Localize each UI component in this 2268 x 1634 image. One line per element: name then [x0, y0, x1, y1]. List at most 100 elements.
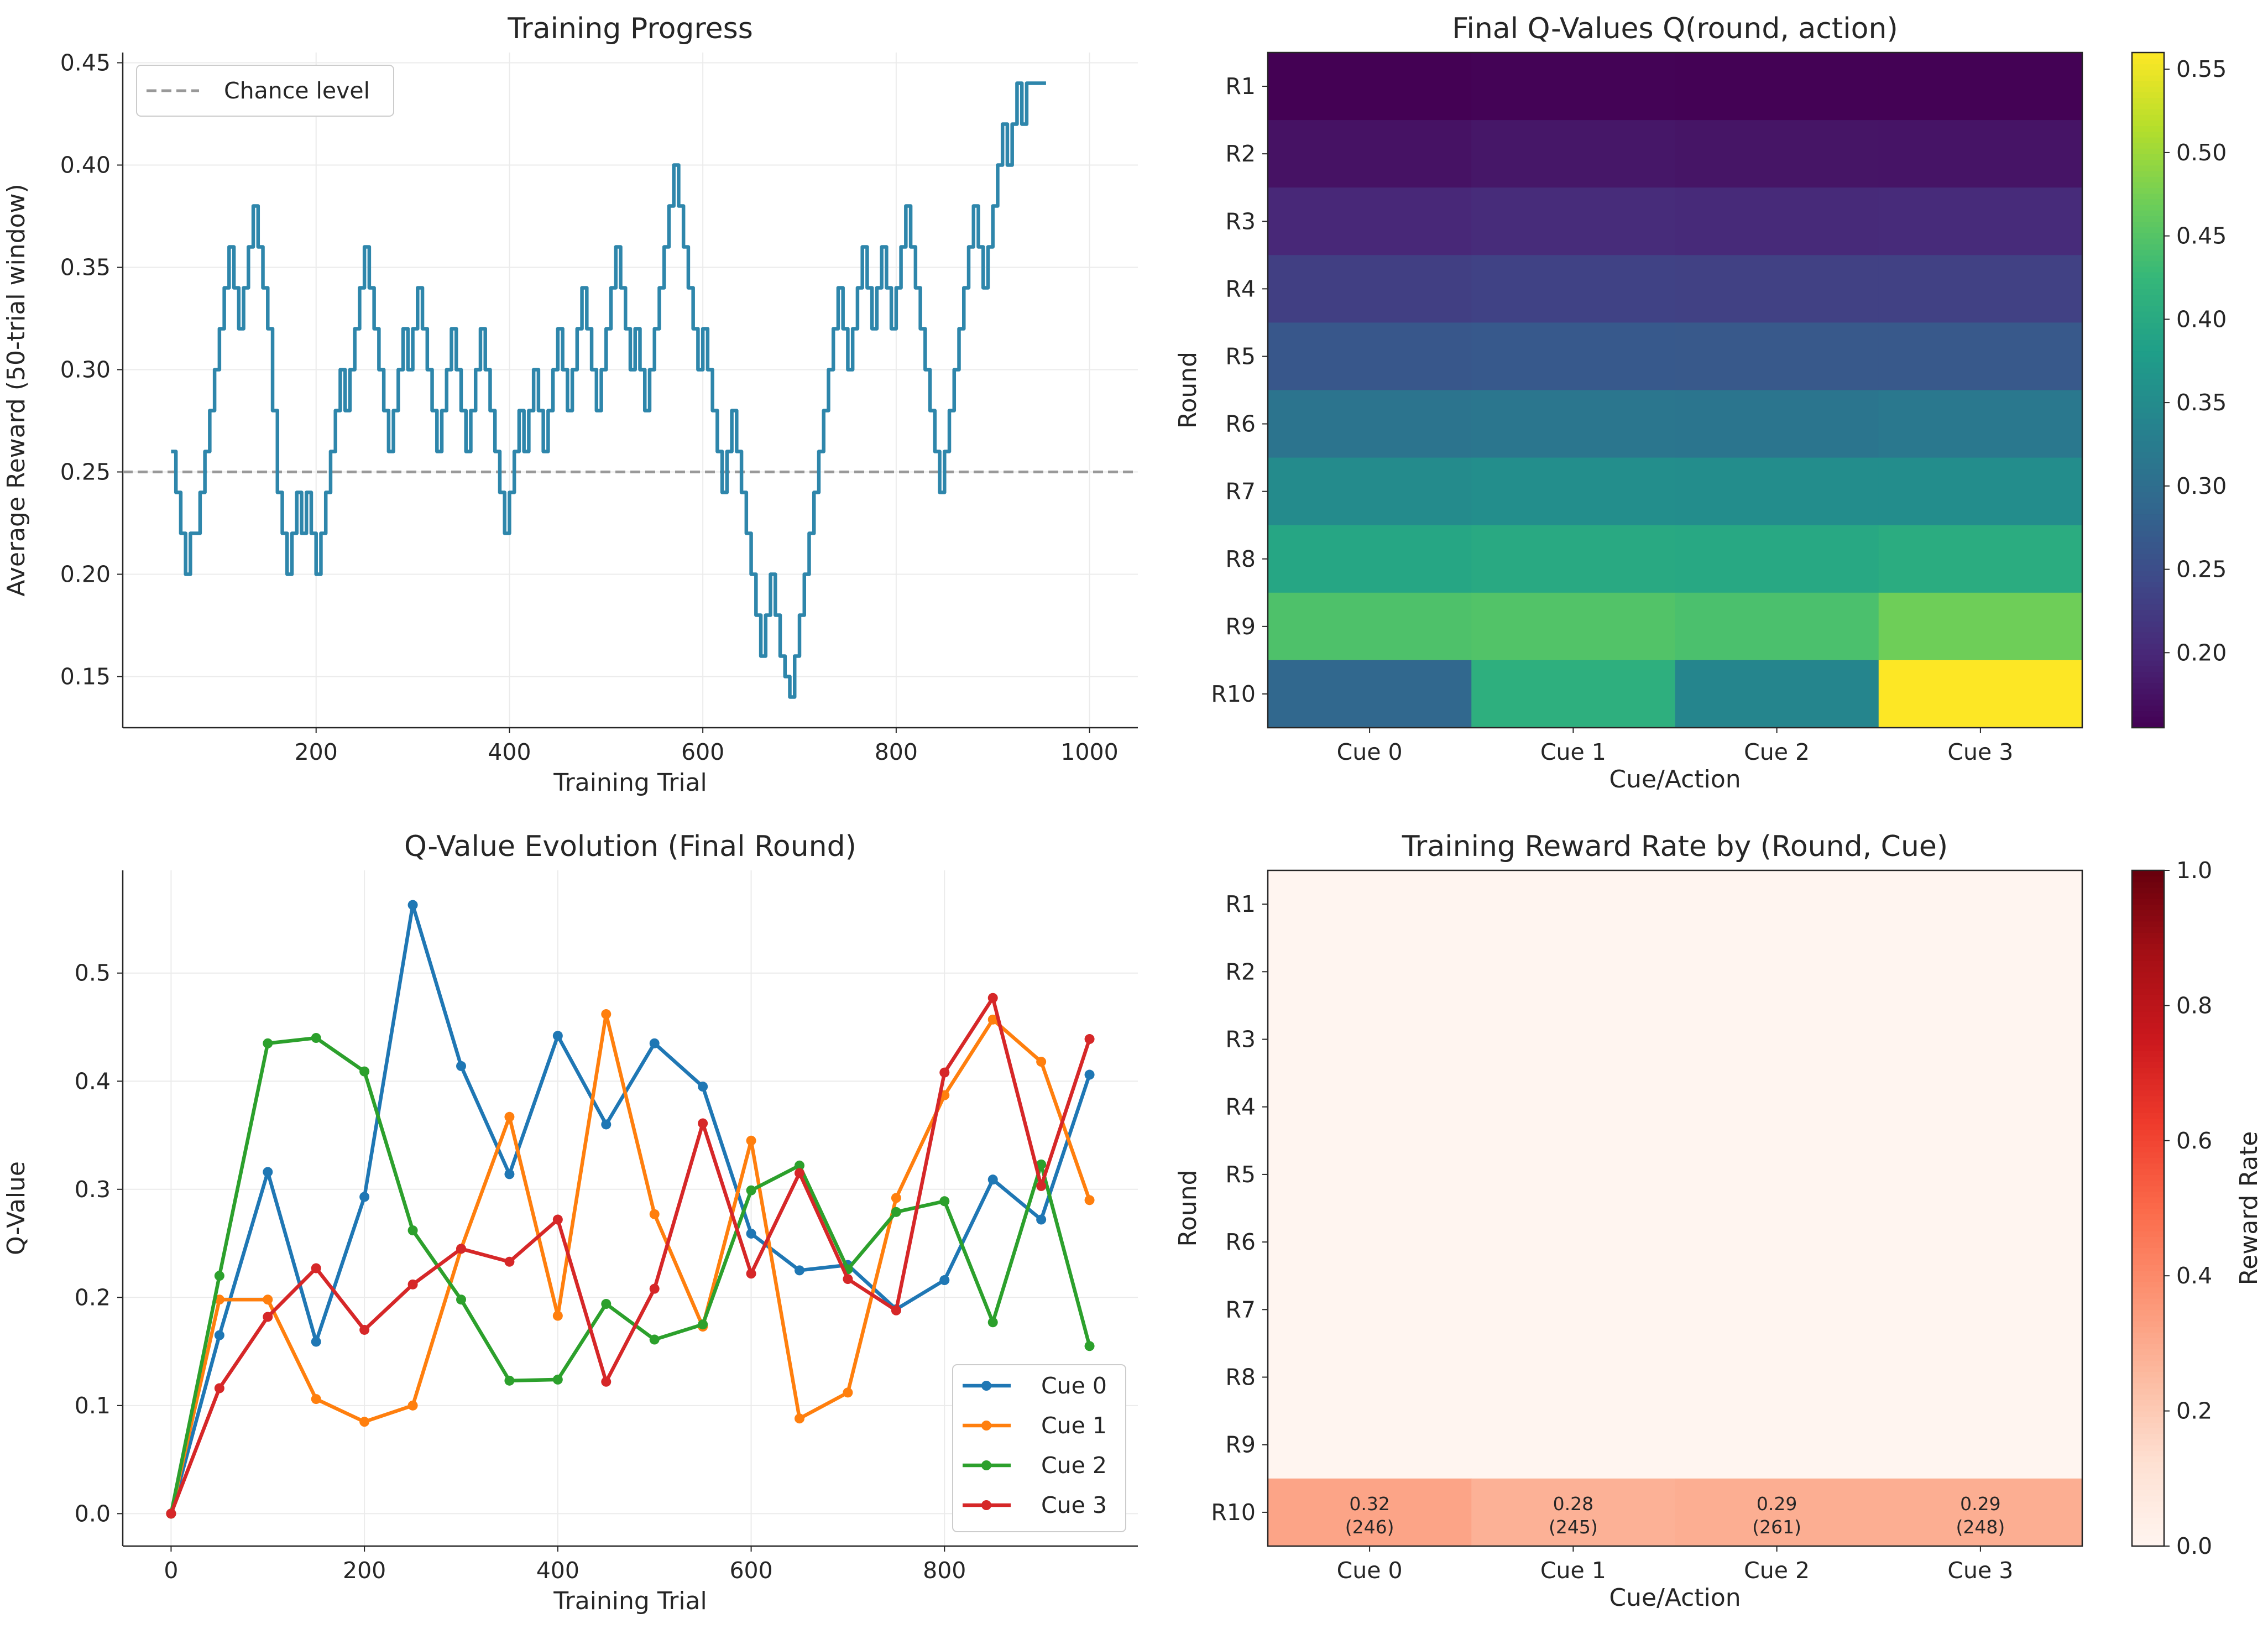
heatmap-cell	[1268, 1478, 1472, 1547]
colorbar-segment	[2132, 1225, 2164, 1231]
colorbar-segment	[2132, 362, 2164, 368]
colorbar-segment	[2132, 508, 2164, 515]
data-point	[1084, 1034, 1095, 1045]
colorbar-segment	[2132, 576, 2164, 582]
heatmap-cell	[1471, 53, 1676, 121]
x-axis-label: Cue/Action	[1609, 765, 1741, 793]
heatmap-cell	[1268, 255, 1472, 323]
heatmap-cell	[1471, 592, 1676, 661]
colorbar-segment	[2132, 1180, 2164, 1187]
data-point	[263, 1312, 273, 1322]
colorbar-segment	[2132, 1287, 2164, 1293]
colorbar-tick-label: 0.0	[2176, 1533, 2212, 1559]
colorbar-segment	[2132, 379, 2164, 385]
heatmap-cell	[1878, 870, 2083, 938]
heatmap-frame	[1267, 869, 2083, 1547]
heatmap-cell	[1471, 1411, 1676, 1479]
colorbar-tick-label: 0.8	[2176, 992, 2212, 1019]
colorbar-segment	[2132, 114, 2164, 121]
colorbar-segment	[2132, 1411, 2164, 1417]
colorbar-segment	[2132, 182, 2164, 188]
row-label: R10	[1211, 1499, 1256, 1526]
y-tick-label: 0.40	[60, 152, 111, 179]
data-point	[1036, 1159, 1047, 1170]
colorbar-segment	[2132, 120, 2164, 127]
colorbar-segment	[2132, 322, 2164, 329]
colorbar-segment	[2132, 1304, 2164, 1311]
heatmap-cell	[1471, 322, 1676, 391]
colorbar-segment	[2132, 401, 2164, 408]
data-point	[843, 1274, 853, 1285]
colorbar-segment	[2132, 64, 2164, 70]
data-point	[552, 1214, 563, 1225]
heatmap-cell	[1878, 1276, 2083, 1344]
colorbar-segment	[2132, 232, 2164, 239]
data-point	[263, 1294, 273, 1305]
data-point	[649, 1209, 660, 1219]
colorbar-segment	[2132, 221, 2164, 228]
y-axis-label: Average Reward (50-trial window)	[2, 184, 30, 596]
colorbar-segment	[2132, 1050, 2164, 1057]
heatmap-cell	[1675, 870, 1879, 938]
row-label: R8	[1225, 1364, 1256, 1391]
colorbar-segment	[2132, 92, 2164, 98]
data-point	[987, 1014, 998, 1025]
colorbar-segment	[2132, 972, 2164, 978]
row-label: R1	[1225, 73, 1256, 100]
colorbar-segment	[2132, 170, 2164, 177]
colorbar-segment	[2132, 1090, 2164, 1097]
heatmap-cell	[1471, 120, 1676, 188]
row-label: R2	[1225, 958, 1256, 985]
colorbar-segment	[2132, 1315, 2164, 1322]
heatmap-cell	[1878, 660, 2083, 728]
x-tick-label: 600	[681, 739, 724, 765]
colorbar-segment	[2132, 632, 2164, 638]
heatmap-cell	[1675, 1073, 1879, 1141]
colorbar-tick-label: 0.25	[2176, 556, 2227, 583]
colorbar-segment	[2132, 711, 2164, 717]
data-point	[746, 1268, 756, 1279]
colorbar-segment	[2132, 666, 2164, 672]
colorbar-segment	[2132, 424, 2164, 430]
colorbar-segment	[2132, 881, 2164, 888]
colorbar-segment	[2132, 491, 2164, 498]
colorbar-segment	[2132, 643, 2164, 650]
colorbar-segment	[2132, 1382, 2164, 1389]
colorbar-segment	[2132, 193, 2164, 200]
data-point	[891, 1305, 901, 1315]
colorbar-segment	[2132, 272, 2164, 278]
y-tick-label: 0.4	[75, 1068, 111, 1094]
legend-swatch-marker	[981, 1500, 991, 1510]
data-point	[214, 1294, 224, 1305]
heatmap-cell	[1675, 592, 1879, 661]
colorbar-segment	[2132, 328, 2164, 335]
heatmap-cell	[1675, 53, 1879, 121]
colorbar-segment	[2132, 1292, 2164, 1299]
colorbar-segment	[2132, 395, 2164, 402]
colorbar-segment	[2132, 289, 2164, 295]
colorbar-segment	[2132, 58, 2164, 65]
data-point	[456, 1244, 466, 1254]
colorbar-segment	[2132, 1045, 2164, 1051]
data-point	[939, 1196, 950, 1207]
x-tick-label: 400	[536, 1557, 579, 1584]
data-point	[746, 1185, 756, 1196]
data-point	[263, 1167, 273, 1177]
colorbar-segment	[2132, 1214, 2164, 1220]
colorbar-segment	[2132, 660, 2164, 666]
data-point	[649, 1038, 660, 1048]
y-tick-label: 0.3	[75, 1176, 111, 1203]
colorbar-segment	[2132, 1501, 2164, 1507]
data-point	[939, 1067, 950, 1078]
legend-swatch-marker	[981, 1381, 991, 1391]
data-point	[214, 1271, 224, 1281]
chart-title: Training Progress	[507, 12, 753, 45]
colorbar-segment	[2132, 1450, 2164, 1456]
cell-annotation-count: (248)	[1956, 1516, 2005, 1538]
colorbar-segment	[2132, 1490, 2164, 1496]
y-tick-label: 0.5	[75, 960, 111, 986]
heatmap-cell	[1471, 1276, 1676, 1344]
colorbar-segment	[2132, 1135, 2164, 1141]
heatmap-cell	[1675, 1478, 1879, 1547]
heatmap-cell	[1471, 1140, 1676, 1209]
